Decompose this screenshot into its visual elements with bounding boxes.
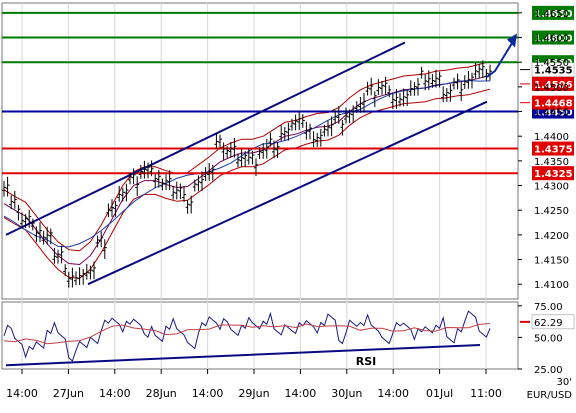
x-tick-label: 14:00	[192, 387, 224, 400]
instrument-label: EUR/USD	[527, 390, 573, 401]
x-tick-label: 11:00	[470, 387, 502, 400]
arrow-head	[507, 33, 517, 48]
trend-channel	[5, 41, 488, 286]
x-tick-label: 29Jun	[238, 387, 269, 400]
rsi-lines	[3, 310, 491, 367]
x-tick-label: 28Jun	[146, 387, 177, 400]
rsi-line	[3, 310, 491, 362]
level-box	[532, 30, 574, 45]
marker-label: 1.4468	[534, 99, 573, 110]
forecast-arrow	[486, 33, 517, 78]
rsi-tick-label: 50.00	[534, 333, 563, 344]
x-tick-label: 01Jul	[426, 387, 453, 400]
middle-band	[3, 74, 491, 266]
level-label: 1.4450	[534, 108, 573, 119]
y-tick-label: 1.4350	[534, 157, 569, 168]
level-box	[532, 166, 574, 181]
time-axis: 14:00 27Jun 14:00 28Jun 14:00 29Jun 14:00 30Jun…	[6, 369, 502, 400]
arrow-shaft	[486, 40, 514, 78]
channel-line	[87, 100, 488, 286]
x-tick-label: 14:00	[99, 387, 131, 400]
level-box	[532, 141, 574, 156]
marker-box	[531, 62, 575, 77]
rsi-tick-label: 25.00	[534, 365, 563, 376]
y-tick-label: 1.4200	[534, 231, 569, 242]
channel-line	[5, 41, 406, 236]
y-tick-label: 1.4250	[534, 206, 569, 217]
rsi-trendline	[5, 343, 481, 367]
moving-average	[3, 79, 491, 248]
rsi-current-value: 62.29	[534, 318, 563, 329]
horizontal-levels: 1.4650 1.4600 1.4550 1.4450 1.4375 1.4325 1.45…	[2, 5, 575, 181]
level-box	[532, 5, 574, 20]
x-tick-label: 14:00	[6, 387, 38, 400]
y-tick-label: 1.4550	[534, 58, 569, 69]
marker-label: 1.4506	[534, 80, 573, 91]
x-tick-label: 30Jun	[331, 387, 362, 400]
y-tick-label: 1.4300	[534, 182, 569, 193]
x-tick-label: 14:00	[377, 387, 409, 400]
upper-band	[3, 61, 491, 252]
y-tick-label: 1.4500	[534, 83, 569, 94]
y-tick-label: 1.4650	[534, 9, 569, 20]
x-tick-label: 14:00	[285, 387, 317, 400]
price-axis: 1.4100 1.4150 1.4200 1.4250 1.4300 1.4350 1.44…	[518, 9, 569, 291]
level-label: 1.4325	[534, 169, 573, 180]
level-label: 1.4600	[534, 34, 573, 45]
timeframe-label: 30'	[557, 377, 572, 388]
rsi-value-box	[531, 314, 575, 330]
level-label: 1.4375	[534, 145, 573, 156]
y-tick-label: 1.4450	[534, 108, 569, 119]
rsi-label: RSI	[356, 355, 377, 368]
rsi-panel	[1, 301, 519, 370]
marker-label: 1.4535	[534, 66, 573, 77]
rsi-tick-label: 75.00	[534, 302, 563, 313]
marker-box	[532, 76, 574, 91]
rsi-signal-line	[3, 323, 491, 345]
y-tick-label: 1.4150	[534, 256, 569, 267]
rsi-axis: 75.00 62.29 50.00 25.00	[518, 302, 575, 376]
price-bars	[2, 60, 492, 288]
x-tick-label: 27Jun	[53, 387, 84, 400]
level-label: 1.4650	[534, 9, 573, 20]
marker-box	[532, 95, 574, 110]
y-tick-label: 1.4400	[534, 132, 569, 143]
y-tick-label: 1.4600	[534, 34, 569, 45]
y-tick-label: 1.4100	[534, 280, 569, 291]
